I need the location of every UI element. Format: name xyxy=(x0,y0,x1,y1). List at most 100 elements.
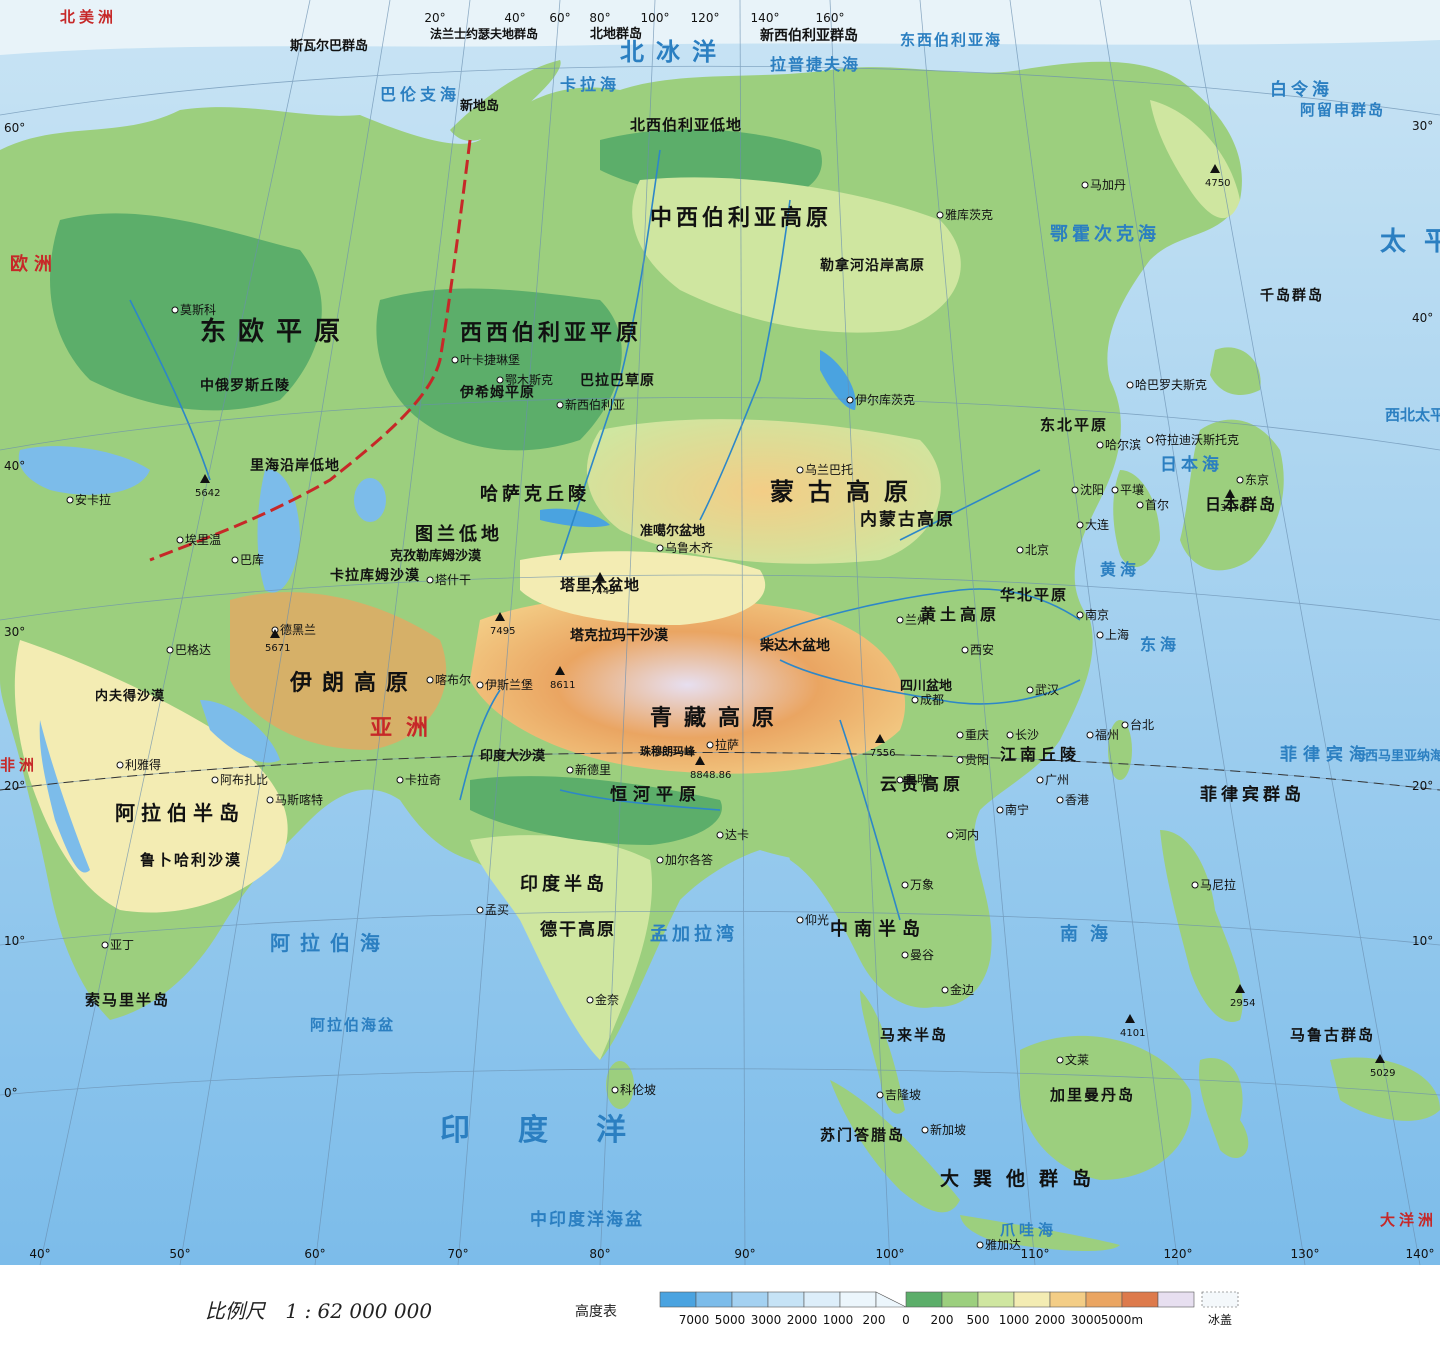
region-label: 马来半岛 xyxy=(880,1026,948,1044)
city-dot xyxy=(876,1091,884,1099)
city-dot xyxy=(1076,611,1084,619)
region-label: 欧洲 xyxy=(10,253,58,275)
city-dot xyxy=(796,916,804,924)
region-label: 四川盆地 xyxy=(900,678,952,694)
arabian-peninsula xyxy=(14,640,288,913)
region-label: 新西伯利亚群岛 xyxy=(760,27,858,44)
region-label: 斯瓦尔巴群岛 xyxy=(290,38,368,54)
city-label: 喀布尔 xyxy=(435,672,471,687)
city-dot xyxy=(211,776,219,784)
city-label: 亚丁 xyxy=(110,938,134,952)
region-label: 法兰士约瑟夫地群岛 xyxy=(430,26,538,41)
city-label: 武汉 xyxy=(1035,683,1059,697)
black-sea xyxy=(18,446,150,495)
region-label: 太平洋 xyxy=(1380,226,1440,257)
rivers xyxy=(129,149,1081,921)
region-label: 阿拉伯海盆 xyxy=(310,1016,395,1034)
city-dot xyxy=(496,376,504,384)
land-tick-label: 200 xyxy=(931,1313,954,1327)
city-label: 成都 xyxy=(920,693,944,707)
city-dot xyxy=(1136,501,1144,509)
legend-bar: 比例尺 1 : 62 000 000 高度表 7000 5000 3000 2000 1… xyxy=(0,1265,1440,1370)
city-label: 南宁 xyxy=(1005,802,1029,817)
city-dot xyxy=(1081,181,1089,189)
depth-tick-label: 7000 xyxy=(679,1313,710,1327)
city-label: 广州 xyxy=(1045,773,1069,787)
tibetan-plateau xyxy=(470,596,906,774)
land-tick-label: 1000 xyxy=(999,1313,1030,1327)
peak-height: 2954 xyxy=(1230,998,1255,1009)
city-dot xyxy=(266,796,274,804)
region-label: 加里曼丹岛 xyxy=(1049,1086,1135,1104)
latitude-label: 20° xyxy=(4,779,25,793)
depth-tick-label: 200 xyxy=(863,1313,886,1327)
city-dot xyxy=(1036,776,1044,784)
sea-level-transition xyxy=(875,1291,907,1308)
region-label: 千岛群岛 xyxy=(1260,287,1324,304)
longitude-label: 120° xyxy=(691,11,720,25)
city-label: 卡拉奇 xyxy=(405,772,441,787)
city-label: 东京 xyxy=(1245,473,1269,487)
city-label: 沈阳 xyxy=(1080,482,1104,497)
city-label: 万象 xyxy=(910,878,934,892)
peak-height: 3776 xyxy=(1220,503,1245,514)
depth-swatch xyxy=(731,1291,769,1308)
city-dot xyxy=(231,556,239,564)
city-dot xyxy=(706,741,714,749)
region-label: 爪哇海 xyxy=(1000,1221,1057,1239)
city-label: 大连 xyxy=(1085,517,1109,532)
region-label: 伊朗高原 xyxy=(289,670,418,696)
peak-triangle-icon xyxy=(1125,1014,1135,1023)
city-dot xyxy=(611,1086,619,1094)
land-tick-label: 2000 xyxy=(1035,1313,1066,1327)
longitude-label: 70° xyxy=(447,1247,468,1261)
region-label: 印度洋 xyxy=(440,1113,674,1148)
region-label: 黄土高原 xyxy=(920,605,1000,624)
city-label: 哈尔滨 xyxy=(1105,437,1141,452)
city-label: 莫斯科 xyxy=(180,303,216,317)
city-label: 利雅得 xyxy=(125,757,161,772)
land-swatch xyxy=(1121,1291,1159,1308)
city-dot xyxy=(66,496,74,504)
longitude-label: 60° xyxy=(549,11,570,25)
region-label: 北西伯利亚低地 xyxy=(630,116,742,134)
longitude-label: 100° xyxy=(641,11,670,25)
city-dot xyxy=(846,396,854,404)
city-label: 福州 xyxy=(1095,727,1119,742)
region-label: 柴达木盆地 xyxy=(759,637,830,654)
city-dot xyxy=(1126,381,1134,389)
city-label: 巴库 xyxy=(240,552,264,567)
region-label: 白令海 xyxy=(1270,79,1333,100)
city-dot xyxy=(946,831,954,839)
land-swatch xyxy=(1157,1291,1195,1308)
region-label: 恒河平原 xyxy=(610,784,702,805)
region-label: 青藏高原 xyxy=(650,705,786,731)
city-dot xyxy=(796,466,804,474)
depth-swatch xyxy=(839,1291,877,1308)
city-label: 乌兰巴托 xyxy=(805,462,853,477)
region-label: 北地群岛 xyxy=(590,26,642,42)
region-label: 阿留申群岛 xyxy=(1300,101,1385,119)
city-label: 巴格达 xyxy=(175,642,211,657)
longitude-label: 80° xyxy=(589,1247,610,1261)
latitude-label: 0° xyxy=(4,1086,18,1100)
depth-swatch xyxy=(767,1291,805,1308)
peak-triangle-icon xyxy=(270,629,280,638)
region-label: 大洋洲 xyxy=(1380,1211,1437,1229)
arctic-ice xyxy=(0,0,1440,55)
region-label: 亚洲 xyxy=(370,716,442,741)
longitude-label: 160° xyxy=(816,11,845,25)
city-dot xyxy=(1006,731,1014,739)
region-label: 东海 xyxy=(1140,635,1180,654)
longitude-label: 130° xyxy=(1291,1247,1320,1261)
city-dot xyxy=(116,761,124,769)
region-label: 马鲁古群岛 xyxy=(1290,1026,1375,1044)
region-label: 卡拉海 xyxy=(560,75,620,94)
city-label: 鄂木斯克 xyxy=(505,373,553,387)
city-label: 德黑兰 xyxy=(280,622,316,637)
lake-baikal xyxy=(820,350,856,410)
depth-swatch xyxy=(803,1291,841,1308)
city-label: 叶卡捷琳堡 xyxy=(460,352,520,367)
city-label: 长沙 xyxy=(1015,728,1039,742)
